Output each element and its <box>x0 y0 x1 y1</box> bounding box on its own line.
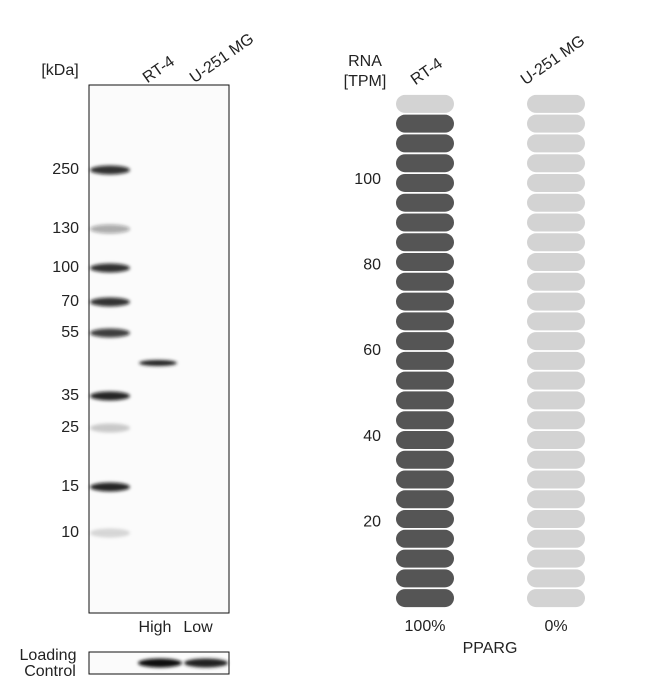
pill <box>396 391 454 410</box>
lane-level: Low <box>183 619 213 636</box>
pill <box>527 450 585 469</box>
pill <box>527 312 585 331</box>
pill <box>527 589 585 608</box>
pill <box>396 292 454 311</box>
pill <box>396 430 454 449</box>
ladder-band <box>90 297 130 307</box>
pill <box>527 193 585 212</box>
pill <box>396 450 454 469</box>
rna-bar <box>396 94 454 608</box>
marker-label: 55 <box>61 324 79 341</box>
pill <box>396 470 454 489</box>
pill <box>527 411 585 430</box>
pill <box>396 253 454 272</box>
pill <box>396 510 454 529</box>
ladder <box>90 165 130 538</box>
sample-label: RT-4 <box>408 55 446 89</box>
ladder-band <box>90 528 130 538</box>
pill <box>527 549 585 568</box>
pill <box>527 569 585 588</box>
lane-label: U-251 MG <box>187 30 257 86</box>
marker-label: 25 <box>61 419 79 436</box>
y-tick-label: 40 <box>363 428 381 445</box>
y-tick-label: 100 <box>354 171 381 188</box>
marker-label: 35 <box>61 387 79 404</box>
pill <box>396 173 454 192</box>
pill <box>527 371 585 390</box>
pill <box>396 312 454 331</box>
pill <box>396 193 454 212</box>
y-tick-label: 20 <box>363 514 381 531</box>
marker-label: 250 <box>52 161 79 178</box>
marker-label: 70 <box>61 293 79 310</box>
rna-bar <box>527 94 585 608</box>
marker-label: 15 <box>61 478 79 495</box>
marker-label: 100 <box>52 259 79 276</box>
pill <box>396 332 454 351</box>
loading-band <box>184 658 228 668</box>
pill <box>396 589 454 608</box>
pill <box>396 114 454 133</box>
marker-label: 10 <box>61 524 79 541</box>
ladder-band <box>90 165 130 175</box>
pill <box>396 371 454 390</box>
loading-label: Control <box>24 663 76 679</box>
lane-label: RT-4 <box>140 53 178 87</box>
sample-label: U-251 MG <box>518 32 588 88</box>
pill <box>527 490 585 509</box>
ladder-band <box>90 224 130 234</box>
pill <box>527 134 585 153</box>
unit-label: [kDa] <box>41 62 78 79</box>
ladder-band <box>90 328 130 338</box>
pill <box>527 510 585 529</box>
pill <box>527 430 585 449</box>
marker-label: 130 <box>52 220 79 237</box>
pill <box>527 114 585 133</box>
ladder-band <box>90 482 130 492</box>
pill <box>527 470 585 489</box>
value-label: 100% <box>405 618 446 635</box>
ladder-band <box>90 423 130 433</box>
rna-header: [TPM] <box>344 73 387 90</box>
ladder-band <box>90 391 130 401</box>
pill <box>396 549 454 568</box>
pill <box>396 94 454 113</box>
pill <box>396 490 454 509</box>
pill <box>396 529 454 548</box>
pill <box>396 351 454 370</box>
pill <box>396 134 454 153</box>
loading-band <box>138 658 182 668</box>
pill <box>396 154 454 173</box>
gene-name: PPARG <box>463 640 518 657</box>
pill <box>527 154 585 173</box>
band <box>139 360 177 366</box>
pill <box>396 411 454 430</box>
loading-label: Loading <box>20 647 77 664</box>
pill <box>527 253 585 272</box>
pill <box>527 233 585 252</box>
pill <box>527 332 585 351</box>
pill <box>527 351 585 370</box>
pill <box>527 173 585 192</box>
value-label: 0% <box>544 618 567 635</box>
pill <box>396 272 454 291</box>
pill <box>396 233 454 252</box>
pill <box>527 94 585 113</box>
pill <box>396 569 454 588</box>
pill <box>527 391 585 410</box>
pill <box>396 213 454 232</box>
y-tick-label: 80 <box>363 257 381 274</box>
pill <box>527 529 585 548</box>
pill <box>527 213 585 232</box>
y-tick-label: 60 <box>363 342 381 359</box>
rna-header: RNA <box>348 53 382 70</box>
lane-level: High <box>139 619 172 636</box>
ladder-band <box>90 263 130 273</box>
pill <box>527 292 585 311</box>
pill <box>527 272 585 291</box>
